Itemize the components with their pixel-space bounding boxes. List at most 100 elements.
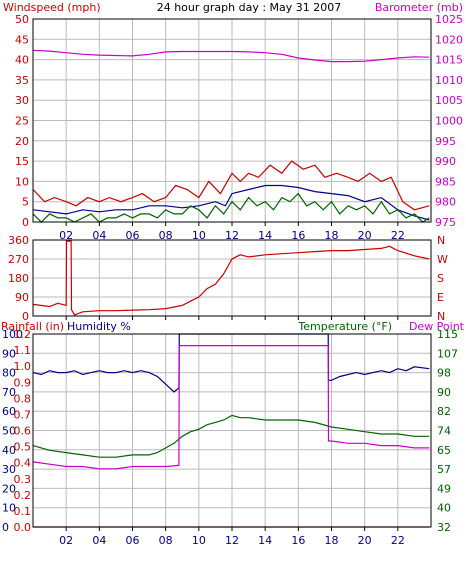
y2-tick-label: 985 (435, 175, 456, 188)
y-tick-label: 40 (15, 54, 29, 67)
y2-tick-label: 1005 (435, 94, 463, 107)
humidity-tick-label: 10 (2, 502, 16, 515)
rainfall-tick-label: 0.9 (14, 376, 32, 389)
humidity-tick-label: 70 (2, 386, 16, 399)
y-tick-label: 30 (15, 94, 29, 107)
x-tick-label: 02 (59, 534, 73, 547)
y-tick-label: 90 (15, 291, 29, 304)
x-tick-label: 16 (291, 229, 305, 242)
y-tick-label: 5 (22, 196, 29, 209)
rainfall-tick-label: 0.4 (14, 457, 32, 470)
x-tick-label: 12 (225, 229, 239, 242)
temperature-tick-label: 32 (437, 521, 451, 534)
x-tick-label: 22 (391, 229, 405, 242)
x-tick-label: 18 (325, 229, 339, 242)
temperature-axis-label: Temperature (°F) (297, 320, 392, 333)
x-tick-label: 02 (59, 229, 73, 242)
y-tick-label: 25 (15, 115, 29, 128)
y2-tick-label: 975 (435, 216, 456, 229)
rainfall-tick-label: 0.2 (14, 489, 32, 502)
y-tick-label: 35 (15, 74, 29, 87)
humidity-tick-label: 100 (2, 328, 23, 341)
rainfall-tick-label: 0.6 (14, 425, 32, 438)
compass-label: E (437, 291, 444, 304)
series-wind-2 (32, 184, 430, 221)
humidity-tick-label: 0 (2, 521, 9, 534)
rainfall-tick-label: 0.0 (14, 521, 32, 534)
plot-frame (32, 333, 432, 528)
rainfall-tick-label: 1.1 (14, 344, 32, 357)
y2-tick-label: 990 (435, 155, 456, 168)
temperature-tick-label: 98 (437, 367, 451, 380)
x-tick-label: 10 (192, 534, 206, 547)
temperature-tick-label: 90 (437, 386, 451, 399)
x-tick-label: 20 (358, 229, 372, 242)
y2-tick-label: 1020 (435, 33, 463, 46)
y2-tick-label: 980 (435, 196, 456, 209)
rainfall-tick-label: 1.0 (14, 360, 32, 373)
windspeed-axis-label: Windspeed (mph) (3, 1, 101, 14)
y-tick-label: 50 (15, 13, 29, 26)
temperature-tick-label: 57 (437, 463, 451, 476)
y-tick-label: 15 (15, 155, 29, 168)
rainfall-tick-label: 0.3 (14, 473, 32, 486)
x-tick-label: 06 (126, 229, 140, 242)
plot-frame (32, 239, 432, 317)
temperature-tick-label: 74 (437, 425, 451, 438)
temperature-tick-label: 107 (437, 347, 458, 360)
x-tick-label: 14 (258, 534, 272, 547)
x-tick-label: 08 (159, 534, 173, 547)
y2-tick-label: 995 (435, 135, 456, 148)
x-tick-label: 04 (92, 229, 106, 242)
compass-label: W (437, 253, 448, 266)
x-tick-label: 22 (391, 534, 405, 547)
dewpoint-axis-label: Dew Point (409, 320, 465, 333)
rainfall-tick-label: 0.8 (14, 392, 32, 405)
x-tick-label: 16 (291, 534, 305, 547)
series-wind-3 (32, 192, 430, 223)
x-tick-label: 06 (126, 534, 140, 547)
temperature-tick-label: 65 (437, 444, 451, 457)
rainfall-tick-label: 0.7 (14, 408, 32, 421)
barometer-axis-label: Barometer (mb) (375, 1, 463, 14)
humidity-tick-label: 50 (2, 425, 16, 438)
temperature-tick-label: 82 (437, 405, 451, 418)
series-humidity-00008b (32, 333, 430, 393)
humidity-tick-label: 40 (2, 444, 16, 457)
series-wind-direction (32, 240, 430, 316)
x-tick-label: 20 (358, 534, 372, 547)
y-tick-label: 0 (22, 216, 29, 229)
y-tick-label: 20 (15, 135, 29, 148)
series-temp-cc00cc (32, 345, 430, 470)
series-wind-1 (32, 160, 430, 211)
x-tick-label: 04 (92, 534, 106, 547)
chart-title: 24 hour graph day : May 31 2007 (157, 1, 342, 14)
y2-tick-label: 1000 (435, 115, 463, 128)
compass-label: N (437, 234, 445, 247)
rainfall-axis-label: Rainfall (in) (1, 320, 64, 333)
y-tick-label: 360 (8, 234, 29, 247)
humidity-tick-label: 80 (2, 367, 16, 380)
y2-tick-label: 1010 (435, 74, 463, 87)
x-tick-label: 18 (325, 534, 339, 547)
humidity-axis-label: Humidity % (67, 320, 131, 333)
y2-tick-label: 1025 (435, 13, 463, 26)
humidity-tick-label: 30 (2, 463, 16, 476)
plot-frame (32, 18, 432, 223)
x-tick-label: 08 (159, 229, 173, 242)
y-tick-label: 45 (15, 33, 29, 46)
y-tick-label: 180 (8, 272, 29, 285)
humidity-tick-label: 60 (2, 405, 16, 418)
humidity-tick-label: 20 (2, 482, 16, 495)
x-tick-label: 14 (258, 229, 272, 242)
temperature-tick-label: 115 (437, 328, 458, 341)
temperature-tick-label: 40 (437, 502, 451, 515)
y-tick-label: 10 (15, 175, 29, 188)
rainfall-tick-label: 1.2 (14, 328, 32, 341)
x-tick-label: 12 (225, 534, 239, 547)
compass-label: S (437, 272, 444, 285)
temperature-tick-label: 49 (437, 482, 451, 495)
x-tick-label: 10 (192, 229, 206, 242)
